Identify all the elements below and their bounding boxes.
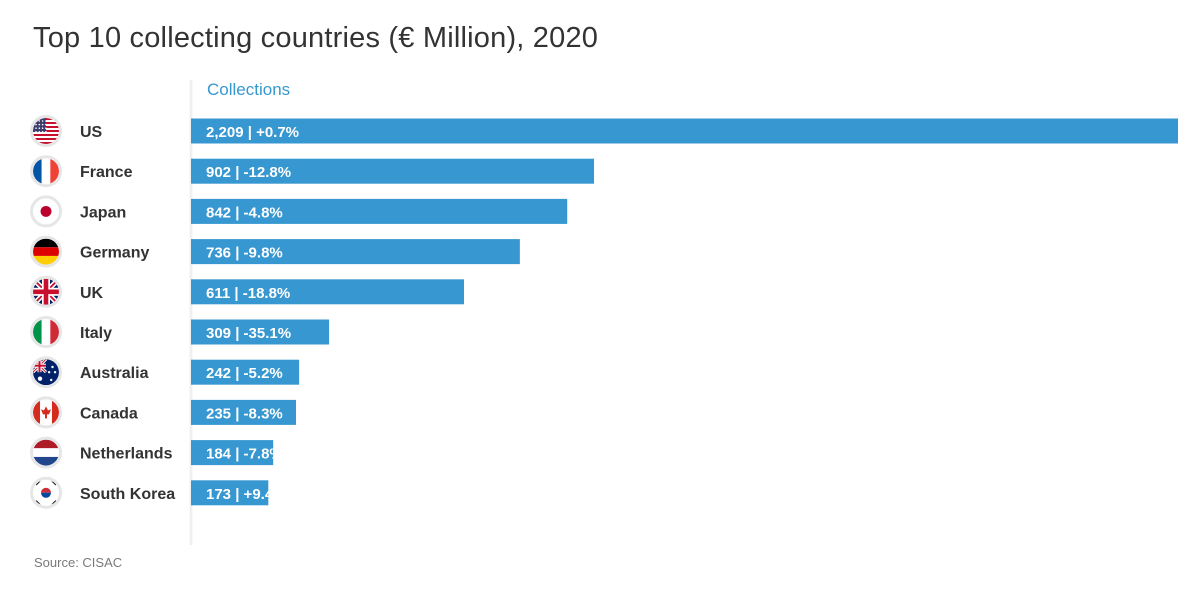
japan-flag-icon <box>30 195 62 228</box>
bar <box>191 399 296 425</box>
netherlands-flag-icon <box>30 436 62 469</box>
country-label: Netherlands <box>80 446 173 463</box>
bar-value-label: 242 | -5.2% <box>206 365 283 382</box>
country-label: Canada <box>80 405 138 422</box>
bar <box>191 279 464 305</box>
source-note: Source: CISAC <box>34 555 123 570</box>
bar-value-label: 173 | +9.4% <box>206 486 287 503</box>
bar <box>191 480 269 506</box>
country-label: South Korea <box>80 486 175 503</box>
bar <box>191 118 1178 144</box>
series-label: Collections <box>207 80 290 99</box>
chart-title: Top 10 collecting countries (€ Million),… <box>33 22 599 54</box>
country-label: Germany <box>80 245 149 262</box>
bar-value-label: 611 | -18.8% <box>206 285 290 302</box>
country-label: Australia <box>80 365 149 382</box>
bar <box>191 440 274 466</box>
bar-value-label: 184 | -7.8% <box>206 446 283 463</box>
bar-value-label: 842 | -4.8% <box>206 204 283 221</box>
italy-flag-icon <box>30 316 62 348</box>
uk-flag-icon <box>30 275 62 308</box>
country-label: Japan <box>80 204 126 221</box>
bar-value-label: 309 | -35.1% <box>206 325 291 342</box>
bar <box>191 359 300 385</box>
france-flag-icon <box>30 155 62 188</box>
bar <box>191 319 330 345</box>
bar-value-label: 902 | -12.8% <box>206 164 291 181</box>
australia-flag-icon <box>30 356 62 389</box>
bar <box>191 198 568 224</box>
germany-flag-icon <box>30 235 62 268</box>
bar <box>191 158 595 184</box>
canada-flag-icon <box>30 396 62 429</box>
country-label: Italy <box>80 325 112 342</box>
bar-value-label: 736 | -9.8% <box>206 245 283 262</box>
south-korea-flag-icon <box>30 476 62 509</box>
bar-value-label: 235 | -8.3% <box>206 405 283 422</box>
country-label: France <box>80 164 133 181</box>
bar <box>191 239 520 265</box>
us-flag-icon <box>30 115 62 147</box>
bar-value-label: 2,209 | +0.7% <box>206 124 299 141</box>
country-label: US <box>80 124 103 141</box>
country-label: UK <box>80 285 104 302</box>
